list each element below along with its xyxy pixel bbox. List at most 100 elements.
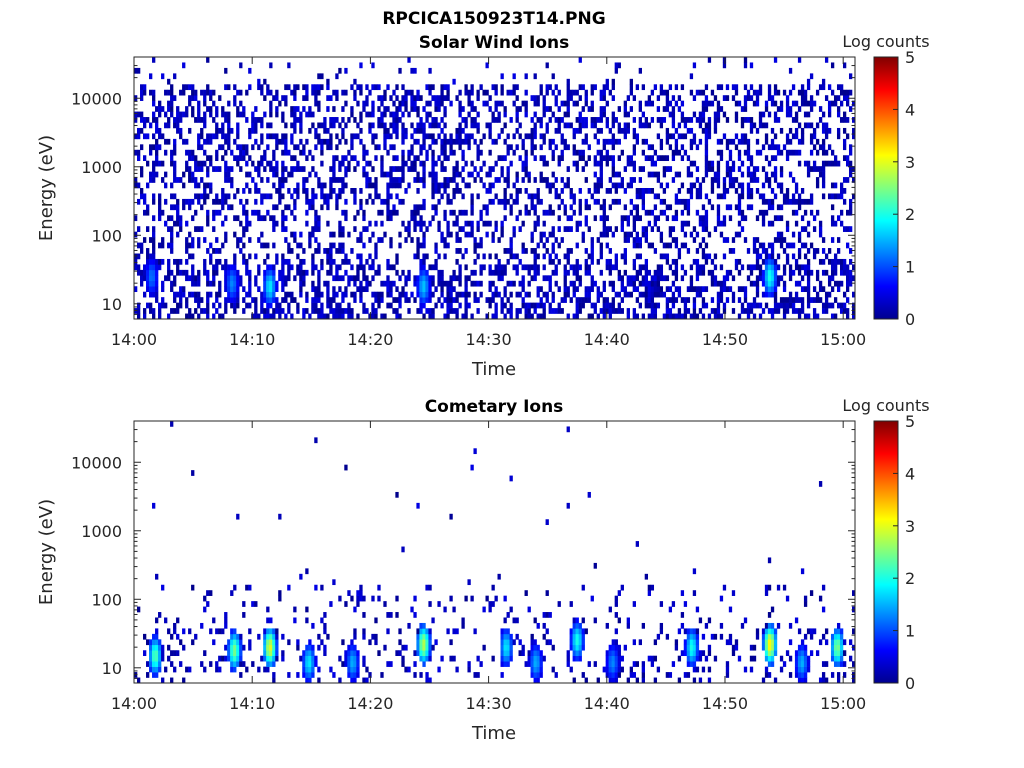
spectrogram-cell xyxy=(500,308,504,314)
spectrogram-cell xyxy=(530,237,534,243)
spectrogram-cell xyxy=(611,286,615,293)
spectrogram-cell xyxy=(233,275,237,282)
spectrogram-cell xyxy=(638,237,642,243)
spectrogram-cell xyxy=(473,138,477,145)
spectrogram-cell xyxy=(317,73,321,80)
spectrogram-cell xyxy=(434,117,438,123)
spectrogram-cell xyxy=(287,264,291,271)
spectrogram-cell xyxy=(725,639,730,646)
spectrogram-cell xyxy=(740,193,745,200)
spectrogram-cell xyxy=(782,313,787,320)
spectrogram-cell xyxy=(389,280,393,287)
spectrogram-cell xyxy=(590,122,594,129)
spectrogram-cell xyxy=(302,666,306,673)
spectrogram-cell xyxy=(824,127,829,134)
spectrogram-cell xyxy=(812,286,817,293)
spectrogram-cell xyxy=(614,188,618,194)
spectrogram-cell xyxy=(791,100,796,107)
spectrogram-cell xyxy=(317,297,321,303)
spectrogram-cell xyxy=(542,275,546,282)
spectrogram-cell xyxy=(236,644,240,651)
spectrogram-cell xyxy=(167,78,171,85)
spectrogram-cell xyxy=(158,160,162,167)
spectrogram-cell xyxy=(716,84,721,91)
spectrogram-cell xyxy=(440,231,444,238)
spectrogram-cell xyxy=(281,209,285,216)
spectrogram-cell xyxy=(650,209,655,216)
spectrogram-cell xyxy=(572,655,576,662)
spectrogram-cell xyxy=(536,215,540,222)
spectrogram-cell xyxy=(365,177,369,183)
spectrogram-cell xyxy=(374,253,378,260)
spectrogram-cell xyxy=(287,62,291,69)
spectrogram-cell xyxy=(668,297,673,303)
spectrogram-cell xyxy=(536,302,540,309)
spectrogram-cell xyxy=(503,138,507,145)
spectrogram-cell xyxy=(605,302,609,309)
spectrogram-cell xyxy=(578,111,582,118)
spectrogram-cell xyxy=(380,209,384,216)
spectrogram-cell xyxy=(770,198,775,205)
spectrogram-cell xyxy=(440,95,444,101)
spectrogram-cell xyxy=(746,302,751,309)
spectrogram-cell xyxy=(743,291,748,298)
spectrogram-cell xyxy=(269,166,273,172)
spectrogram-cell xyxy=(248,269,252,276)
spectrogram-cell xyxy=(848,226,853,232)
spectrogram-cell xyxy=(209,89,213,96)
spectrogram-cell xyxy=(635,275,639,282)
spectrogram-cell xyxy=(275,297,279,303)
spectrogram-cell xyxy=(710,182,715,189)
spectrogram-cell xyxy=(296,84,300,91)
spectrogram-cell xyxy=(161,160,165,167)
spectrogram-cell xyxy=(590,275,594,282)
spectrogram-cell xyxy=(143,84,147,91)
spectrogram-cell xyxy=(512,182,516,189)
spectrogram-cell xyxy=(317,677,321,684)
spectrogram-cell xyxy=(542,106,546,112)
spectrogram-cell xyxy=(821,78,826,85)
spectrogram-cell xyxy=(758,242,763,249)
spectrogram-cell xyxy=(428,171,432,178)
spectrogram-cell xyxy=(440,291,444,298)
spectrogram-cell xyxy=(542,220,546,227)
spectrogram-cell xyxy=(584,160,588,167)
spectrogram-cell xyxy=(191,253,195,260)
spectrogram-cell xyxy=(806,264,811,271)
spectrogram-cell xyxy=(323,138,327,145)
spectrogram-cell xyxy=(392,280,396,287)
spectrogram-cell xyxy=(377,264,381,271)
spectrogram-cell xyxy=(341,297,345,303)
spectrogram-cell xyxy=(203,188,207,194)
spectrogram-cell xyxy=(380,297,384,303)
spectrogram-cell xyxy=(329,177,333,183)
spectrogram-cell xyxy=(419,220,423,227)
spectrogram-cell xyxy=(170,308,174,314)
spectrogram-cell xyxy=(320,617,324,624)
spectrogram-cell xyxy=(704,286,709,293)
spectrogram-cell xyxy=(809,198,814,205)
spectrogram-cell xyxy=(269,133,273,140)
spectrogram-cell xyxy=(533,100,537,107)
spectrogram-cell xyxy=(341,182,345,189)
spectrogram-cell xyxy=(575,297,579,303)
spectrogram-cell xyxy=(533,193,537,200)
spectrogram-cell xyxy=(776,215,781,222)
spectrogram-cell xyxy=(284,226,288,232)
spectrogram-cell xyxy=(656,117,661,123)
spectrogram-cell xyxy=(728,215,733,222)
spectrogram-cell xyxy=(647,655,652,662)
spectrogram-cell xyxy=(224,166,228,172)
spectrogram-cell xyxy=(305,155,309,162)
spectrogram-cell xyxy=(830,182,835,189)
spectrogram-cell xyxy=(272,628,276,635)
spectrogram-cell xyxy=(839,308,844,314)
spectrogram-cell xyxy=(248,253,252,260)
spectrogram-cell xyxy=(683,628,688,635)
spectrogram-cell xyxy=(161,258,165,265)
spectrogram-cell xyxy=(599,308,603,314)
spectrogram-cell xyxy=(377,237,381,243)
spectrogram-cell xyxy=(830,302,835,309)
spectrogram-cell xyxy=(800,84,805,91)
spectrogram-cell xyxy=(842,258,847,265)
